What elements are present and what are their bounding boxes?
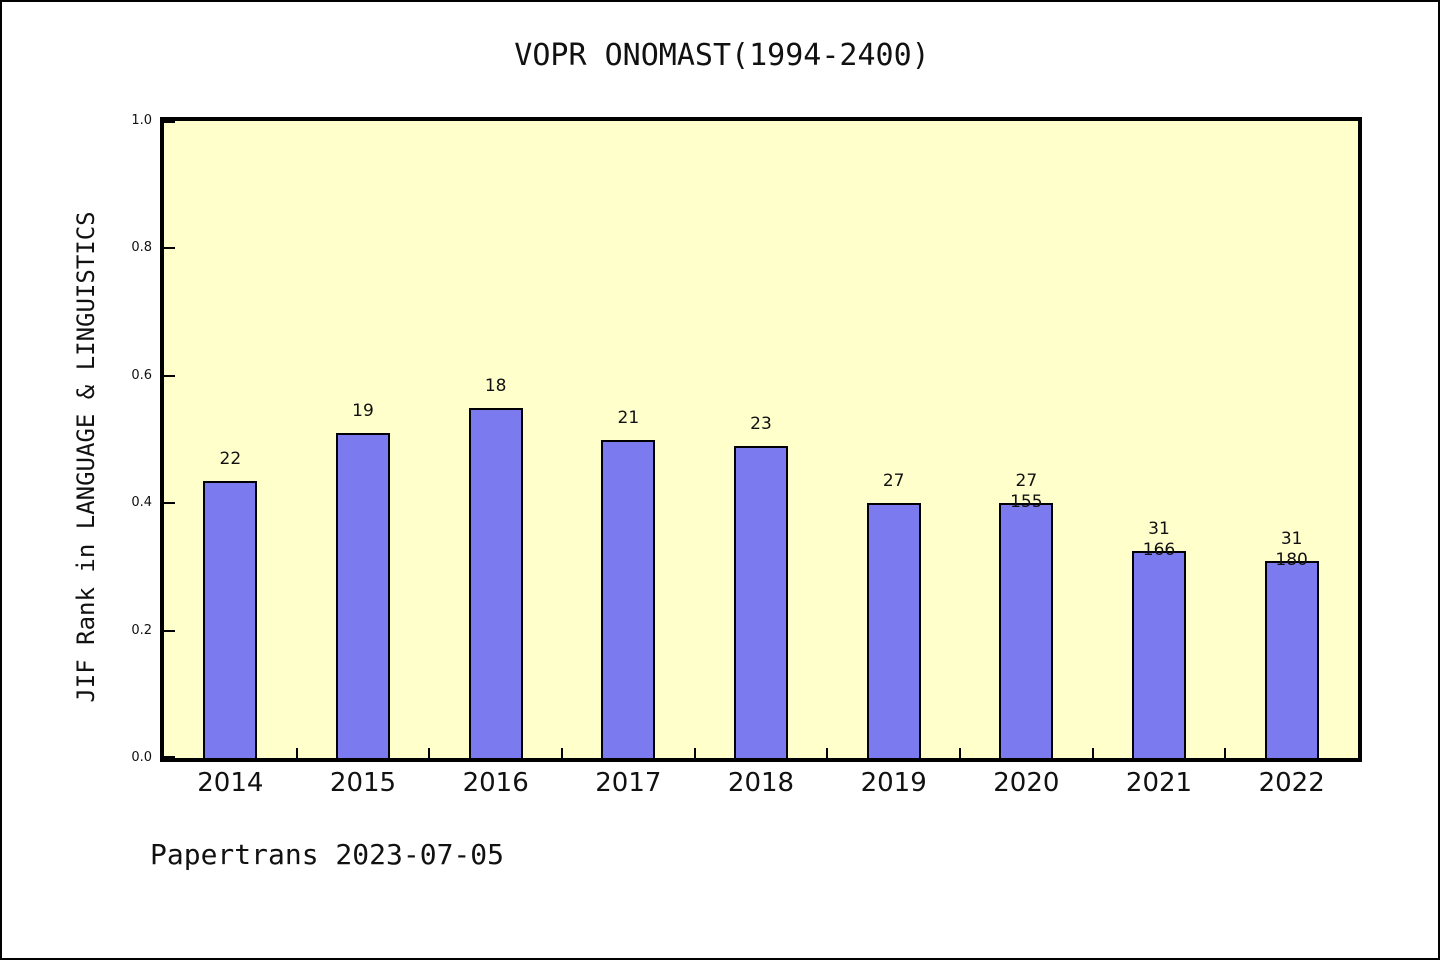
x-tick-label-2018: 2018 (727, 768, 795, 798)
x-tick-label-2014: 2014 (197, 768, 264, 798)
bar-value-label: 23 (750, 413, 772, 434)
bar-value-label: 27 (882, 471, 905, 492)
bar-2022 (1264, 560, 1319, 758)
x-tick-label-2015: 2015 (329, 768, 397, 798)
bar-value-label: 18 (484, 375, 507, 396)
x-tick-mark (826, 748, 829, 758)
bar-2020 (999, 503, 1054, 758)
bar-2021 (1132, 550, 1186, 758)
x-tick-mark (1224, 748, 1227, 758)
bar-value-label: 21 (617, 407, 640, 428)
y-tick-label-0.8: 0.8 (131, 240, 152, 256)
bar-value-label: 27 155 (1010, 471, 1043, 513)
bar-value-label: 31 180 (1275, 528, 1308, 570)
bar-2019 (866, 503, 921, 758)
x-tick-mark (1091, 748, 1094, 758)
x-tick-mark (561, 748, 563, 758)
y-tick-label-1.0: 1.0 (131, 113, 152, 128)
x-tick-label-2017: 2017 (595, 768, 662, 798)
x-tick-label-2019: 2019 (860, 768, 927, 798)
x-tick-label-2016: 2016 (462, 768, 529, 798)
footer-watermark: Papertrans 2023-07-05 (150, 838, 505, 871)
x-tick-label-2022: 2022 (1258, 768, 1325, 798)
y-tick-mark (164, 756, 175, 758)
plot-area: 22 2014 19 2015 18 2016 21 2017 23 2018 27 2019 27 1… (160, 117, 1362, 798)
y-tick-mark (164, 121, 175, 123)
y-tick-mark (164, 374, 175, 377)
y-tick-label-0.4: 0.4 (131, 495, 152, 511)
x-tick-label-2020: 2020 (993, 768, 1060, 798)
bar-2017 (601, 439, 656, 758)
bar-value-label: 31 166 (1142, 518, 1176, 560)
y-tick-mark (164, 502, 175, 505)
y-tick-label-0.0: 0.0 (131, 750, 152, 765)
bar-value-label: 19 (352, 401, 374, 422)
x-tick-label-2021: 2021 (1125, 768, 1193, 798)
chart-title: VOPR ONOMAST(1994-2400) (514, 38, 930, 73)
bar-2015 (336, 433, 390, 758)
plot-inner: 22 2014 19 2015 18 2016 21 2017 23 2018 27 2019 27 1… (164, 121, 1358, 798)
bar-2016 (468, 407, 523, 758)
bar-2014 (203, 480, 258, 758)
y-axis-label: JIF Rank in LANGUAGE & LINGUISTICS (72, 211, 100, 703)
bar-2018 (734, 445, 788, 758)
x-tick-mark (295, 748, 298, 758)
y-tick-label-0.6: 0.6 (131, 367, 152, 383)
y-tick-label-0.2: 0.2 (131, 622, 152, 638)
x-tick-mark (428, 748, 431, 758)
y-tick-mark (164, 629, 175, 632)
x-tick-mark (693, 748, 696, 758)
bar-value-label: 22 (219, 448, 242, 469)
x-tick-mark (959, 748, 961, 758)
y-tick-mark (164, 247, 175, 250)
